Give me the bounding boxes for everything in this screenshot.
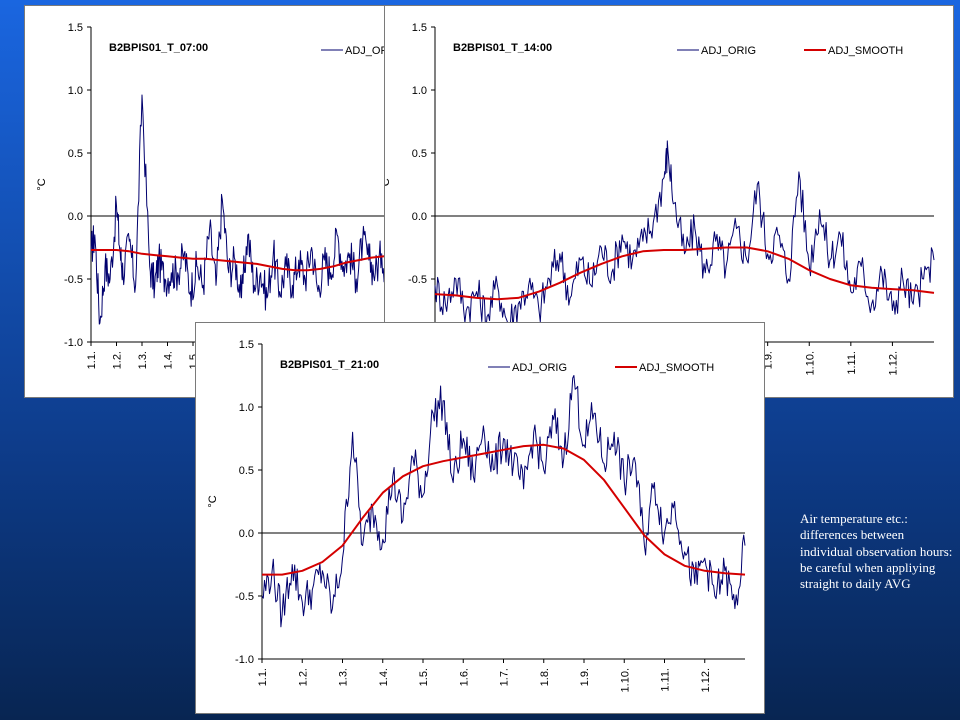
y-tick-label: 0.5	[68, 148, 83, 160]
series-line-adj-smooth	[262, 443, 746, 576]
y-axis-label: °C	[207, 495, 219, 507]
legend-label: ADJ_ORIG	[512, 362, 567, 374]
x-tick-label: 1.10.	[804, 351, 816, 375]
x-tick-label: 1.12.	[700, 668, 712, 692]
chart-2100: 1.5 1.0 0.5 0.0 -0.5 -1.01.1. 1.2. 1.3. 1.4. 1.5.…	[207, 339, 746, 692]
series-line-adj-orig	[261, 375, 746, 628]
y-axis-label: °C	[385, 178, 392, 190]
x-tick-label: 1.11.	[660, 668, 672, 692]
x-tick-label: 1.10.	[619, 668, 631, 692]
y-tick-label: 0.0	[68, 211, 83, 223]
x-tick-label: 1.4.	[163, 351, 175, 369]
x-tick-label: 1.5.	[418, 668, 430, 686]
y-tick-label: 1.5	[239, 339, 254, 351]
y-tick-label: 1.0	[412, 85, 427, 97]
y-tick-label: 1.5	[68, 22, 83, 34]
x-tick-label: 1.3.	[137, 351, 149, 369]
chart-title: B2BPIS01_T_21:00	[280, 359, 379, 371]
x-tick-label: 1.7.	[499, 668, 511, 686]
x-tick-label: 1.1.	[257, 668, 269, 686]
series-line-adj-smooth	[434, 246, 935, 301]
x-tick-label: 1.9.	[763, 351, 775, 369]
x-tick-label: 1.2.	[297, 668, 309, 686]
y-tick-label: -1.0	[235, 654, 254, 666]
x-tick-label: 1.3.	[338, 668, 350, 686]
chart-title: B2BPIS01_T_14:00	[453, 42, 552, 54]
y-tick-label: -0.5	[235, 591, 254, 603]
y-tick-label: 1.5	[412, 22, 427, 34]
x-tick-label: 1.12.	[887, 351, 899, 375]
y-tick-label: -0.5	[408, 274, 427, 286]
series-line-adj-smooth	[91, 249, 398, 272]
series-line-adj-orig	[434, 140, 935, 333]
y-tick-label: -0.5	[64, 274, 83, 286]
legend-label: ADJ_SMOOTH	[828, 45, 903, 57]
x-tick-label: 1.2.	[112, 351, 124, 369]
y-axis-label: °C	[36, 178, 48, 190]
y-tick-label: 1.0	[68, 85, 83, 97]
chart-panel-2100: 1.5 1.0 0.5 0.0 -0.5 -1.0 1.1. 1.2. 1.3. 1.4. 1.5.…	[195, 322, 765, 714]
chart-title: B2BPIS01_T_07:00	[109, 42, 208, 54]
x-tick-label: 1.11.	[846, 351, 858, 375]
legend-label: ADJ_SMOOTH	[639, 362, 714, 374]
y-tick-label: 0.0	[239, 528, 254, 540]
x-tick-label: 1.6.	[458, 668, 470, 686]
x-tick-label: 1.1.	[86, 351, 98, 369]
y-tick-label: -1.0	[64, 337, 83, 349]
y-tick-label: 1.0	[239, 402, 254, 414]
x-tick-label: 1.4.	[378, 668, 390, 686]
y-tick-label: 0.5	[239, 465, 254, 477]
y-tick-label: 0.5	[412, 148, 427, 160]
x-tick-label: 1.8.	[539, 668, 551, 686]
x-tick-label: 1.9.	[579, 668, 591, 686]
y-tick-label: 0.0	[412, 211, 427, 223]
series-line-adj-orig	[90, 94, 389, 325]
caption-note: Air temperature etc.: differences betwee…	[800, 511, 953, 592]
legend-label: ADJ_ORIG	[701, 45, 756, 57]
